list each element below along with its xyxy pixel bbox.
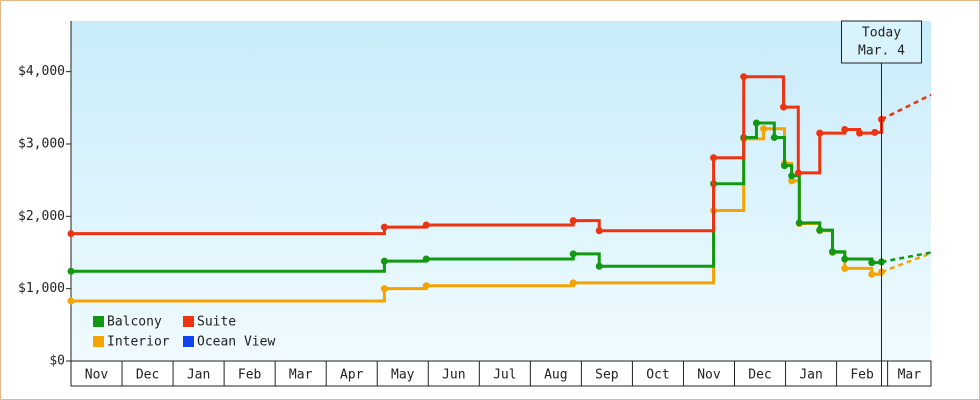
x-tick-label: May bbox=[391, 368, 415, 383]
data-point bbox=[67, 297, 75, 305]
data-point bbox=[752, 119, 760, 127]
legend-swatch bbox=[93, 336, 104, 347]
x-tick-label: Nov bbox=[697, 368, 721, 383]
x-tick-label: Dec bbox=[136, 368, 159, 383]
data-point bbox=[841, 264, 849, 272]
x-tick-label: Apr bbox=[340, 368, 364, 383]
data-point bbox=[422, 282, 430, 290]
legend-swatch bbox=[183, 316, 194, 327]
x-tick-label: Jan bbox=[187, 368, 210, 383]
x-tick-label: Sep bbox=[595, 368, 619, 383]
data-point bbox=[781, 162, 789, 170]
x-tick-label: Dec bbox=[748, 368, 771, 383]
data-point bbox=[67, 267, 75, 275]
data-point bbox=[380, 257, 388, 265]
plot-background bbox=[71, 21, 931, 361]
x-tick-label: Jun bbox=[442, 368, 465, 383]
x-tick-label: Jan bbox=[799, 368, 822, 383]
x-tick-label: Jul bbox=[493, 368, 516, 383]
forecast-line bbox=[880, 93, 932, 121]
data-point bbox=[770, 133, 778, 141]
data-point bbox=[871, 128, 879, 136]
data-point bbox=[422, 221, 430, 229]
legend-label: Suite bbox=[197, 315, 236, 330]
data-point bbox=[816, 226, 824, 234]
data-point bbox=[868, 270, 876, 278]
data-point bbox=[841, 255, 849, 263]
data-point bbox=[828, 248, 836, 256]
today-label: Today bbox=[862, 26, 901, 41]
x-tick-label: Aug bbox=[544, 368, 567, 383]
data-point bbox=[380, 223, 388, 231]
x-tick-label: Feb bbox=[850, 368, 874, 383]
y-tick-label: $1,000 bbox=[18, 281, 65, 296]
today-label: Mar. 4 bbox=[858, 44, 905, 59]
data-point bbox=[740, 73, 748, 81]
legend-swatch bbox=[93, 316, 104, 327]
data-point bbox=[841, 126, 849, 134]
data-point bbox=[710, 154, 718, 162]
data-point bbox=[67, 230, 75, 238]
legend-label: Interior bbox=[107, 335, 170, 350]
y-tick-label: $0 bbox=[49, 354, 65, 369]
data-point bbox=[788, 172, 796, 180]
legend-label: Ocean View bbox=[197, 335, 275, 350]
data-point bbox=[816, 129, 824, 137]
data-point bbox=[569, 250, 577, 258]
legend-label: Balcony bbox=[107, 315, 162, 330]
y-tick-label: $4,000 bbox=[18, 64, 65, 79]
x-tick-label: Mar bbox=[289, 368, 313, 383]
x-tick-label: Feb bbox=[238, 368, 262, 383]
data-point bbox=[380, 285, 388, 293]
data-point bbox=[760, 125, 768, 133]
data-point bbox=[856, 129, 864, 137]
y-tick-label: $2,000 bbox=[18, 209, 65, 224]
x-tick-label: Mar bbox=[898, 368, 922, 383]
data-point bbox=[779, 103, 787, 111]
legend-swatch bbox=[183, 336, 194, 347]
x-axis-band bbox=[70, 360, 932, 387]
data-point bbox=[569, 279, 577, 287]
today-box bbox=[840, 20, 922, 64]
data-point bbox=[794, 169, 802, 177]
data-point bbox=[422, 255, 430, 263]
data-point bbox=[595, 262, 603, 270]
y-tick-label: $3,000 bbox=[18, 136, 65, 151]
x-tick-label: Oct bbox=[646, 368, 669, 383]
data-point bbox=[795, 219, 803, 227]
data-point bbox=[868, 259, 876, 267]
data-point bbox=[788, 177, 796, 185]
data-point bbox=[595, 227, 603, 235]
x-tick-label: Nov bbox=[85, 368, 109, 383]
data-point bbox=[569, 217, 577, 225]
